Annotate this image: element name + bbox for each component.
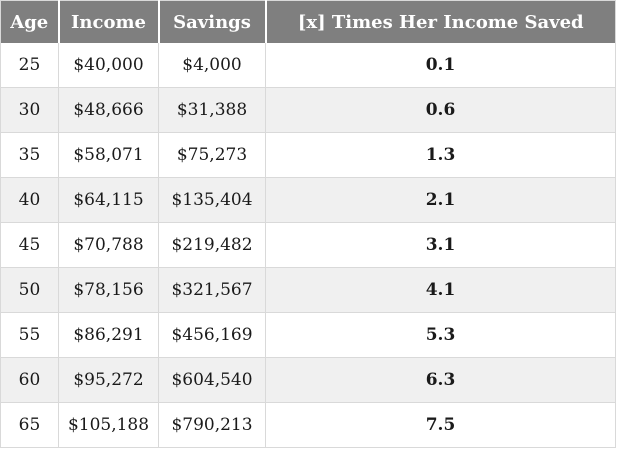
cell-income: $70,788 xyxy=(58,222,159,268)
cell-times-income-saved: 0.1 xyxy=(265,43,616,88)
cell-age: 45 xyxy=(0,222,59,268)
cell-age: 65 xyxy=(0,402,59,448)
cell-savings: $135,404 xyxy=(158,177,266,223)
cell-income: $58,071 xyxy=(58,132,159,178)
cell-times-income-saved: 3.1 xyxy=(265,222,616,268)
table-body: 25 $40,000 $4,000 0.1 30 $48,666 $31,388… xyxy=(0,43,616,448)
cell-income: $105,188 xyxy=(58,402,159,448)
cell-times-income-saved: 7.5 xyxy=(265,402,616,448)
header-row: Age Income Savings [x] Times Her Income … xyxy=(0,0,616,43)
cell-age: 60 xyxy=(0,357,59,403)
table-row: 50 $78,156 $321,567 4.1 xyxy=(0,267,616,313)
cell-income: $64,115 xyxy=(58,177,159,223)
cell-savings: $219,482 xyxy=(158,222,266,268)
cell-savings: $321,567 xyxy=(158,267,266,313)
cell-times-income-saved: 4.1 xyxy=(265,267,616,313)
header-age: Age xyxy=(0,0,60,43)
cell-savings: $604,540 xyxy=(158,357,266,403)
cell-income: $86,291 xyxy=(58,312,159,358)
table-row: 65 $105,188 $790,213 7.5 xyxy=(0,402,616,448)
cell-times-income-saved: 2.1 xyxy=(265,177,616,223)
cell-savings: $31,388 xyxy=(158,87,266,133)
cell-savings: $790,213 xyxy=(158,402,266,448)
cell-age: 55 xyxy=(0,312,59,358)
cell-age: 50 xyxy=(0,267,59,313)
cell-age: 25 xyxy=(0,43,59,88)
header-times-income-saved: [x] Times Her Income Saved xyxy=(265,0,616,43)
cell-age: 35 xyxy=(0,132,59,178)
cell-income: $40,000 xyxy=(58,43,159,88)
table-row: 40 $64,115 $135,404 2.1 xyxy=(0,177,616,223)
cell-times-income-saved: 0.6 xyxy=(265,87,616,133)
table-row: 35 $58,071 $75,273 1.3 xyxy=(0,132,616,178)
table-row: 30 $48,666 $31,388 0.6 xyxy=(0,87,616,133)
table-row: 55 $86,291 $456,169 5.3 xyxy=(0,312,616,358)
table-row: 60 $95,272 $604,540 6.3 xyxy=(0,357,616,403)
cell-times-income-saved: 5.3 xyxy=(265,312,616,358)
table-row: 45 $70,788 $219,482 3.1 xyxy=(0,222,616,268)
cell-income: $95,272 xyxy=(58,357,159,403)
table-row: 25 $40,000 $4,000 0.1 xyxy=(0,43,616,88)
cell-age: 30 xyxy=(0,87,59,133)
cell-age: 40 xyxy=(0,177,59,223)
cell-income: $78,156 xyxy=(58,267,159,313)
cell-income: $48,666 xyxy=(58,87,159,133)
cell-times-income-saved: 6.3 xyxy=(265,357,616,403)
cell-times-income-saved: 1.3 xyxy=(265,132,616,178)
cell-savings: $456,169 xyxy=(158,312,266,358)
table-header: Age Income Savings [x] Times Her Income … xyxy=(0,0,616,43)
cell-savings: $75,273 xyxy=(158,132,266,178)
header-income: Income xyxy=(58,0,160,43)
cell-savings: $4,000 xyxy=(158,43,266,88)
header-savings: Savings xyxy=(158,0,267,43)
